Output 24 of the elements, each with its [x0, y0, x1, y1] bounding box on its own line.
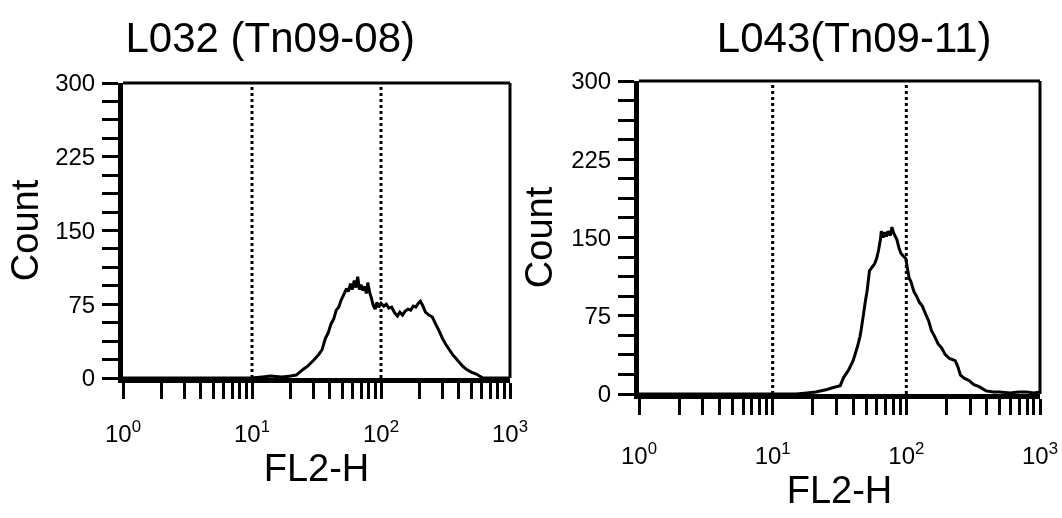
y-tick-label: 225 [571, 145, 612, 173]
y-tick-label: 300 [55, 69, 96, 97]
x-tick-label: 10$^{0}$ [104, 416, 142, 447]
x-tick-label: 10$^{1}$ [233, 416, 271, 447]
chart-title: L032 (Tn09-08) [125, 13, 416, 61]
x-axis-title: FL2-H [786, 468, 893, 511]
x-tick-label: 10$^{3}$ [1021, 438, 1059, 469]
y-tick-label: 0 [81, 364, 96, 392]
chart-title: L043(Tn09-11) [716, 13, 992, 61]
y-tick-label: 150 [55, 216, 96, 244]
x-tick-label: 10$^{3}$ [491, 416, 529, 447]
x-tick-label: 10$^{1}$ [754, 438, 791, 469]
x-tick-label: 10$^{2}$ [362, 416, 400, 447]
y-tick-label: 0 [597, 380, 612, 408]
y-tick-label: 75 [584, 302, 612, 330]
x-tick-label: 10$^{2}$ [888, 438, 925, 469]
y-tick-label: 150 [571, 223, 612, 251]
x-tick-label: 10$^{0}$ [620, 438, 658, 469]
y-tick-label: 225 [55, 143, 96, 171]
y-tick-label: 300 [571, 67, 612, 95]
y-axis-title: Count [518, 186, 560, 289]
x-axis-title: FL2-H [263, 446, 370, 489]
y-axis-title: Count [4, 179, 47, 282]
y-tick-label: 75 [68, 290, 96, 318]
